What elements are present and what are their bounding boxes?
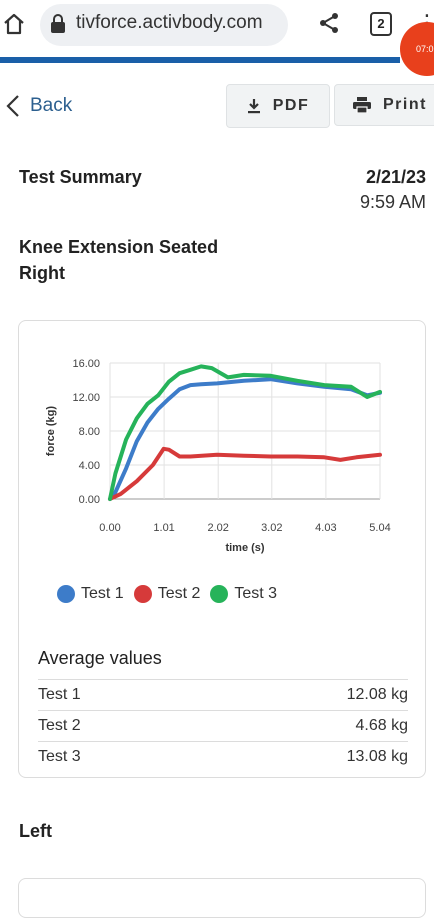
y-axis-label: force (kg): [45, 406, 57, 456]
average-values-title: Average values: [38, 648, 162, 668]
page-loading-bar: [0, 57, 400, 63]
tab-count-button[interactable]: 2: [370, 12, 392, 36]
legend-dot-test-2: [133, 585, 152, 603]
share-icon[interactable]: [318, 12, 340, 34]
back-label: Back: [30, 95, 73, 116]
exercise-name: Knee Extension Seated Right: [19, 234, 259, 286]
recording-indicator: 07:0: [400, 22, 434, 76]
back-button[interactable]: Back: [6, 92, 72, 120]
force-time-chart: 0.00 4.00 8.00 12.00 16.00 0.00 1.01 2.02 3.02 4.…: [45, 358, 391, 554]
y-tick-label: 12.00: [72, 392, 100, 404]
y-tick-label: 4.00: [79, 460, 100, 472]
table-row: Test 2 4.68 kg: [38, 710, 408, 741]
url-text[interactable]: tivforce.activbody.com: [76, 12, 263, 33]
series-line-test-3: [108, 364, 382, 501]
legend-dot-test-3: [210, 585, 229, 603]
address-bar[interactable]: [40, 4, 288, 46]
legend-item-test-3[interactable]: Test 3: [210, 585, 277, 603]
lock-icon: [51, 14, 65, 33]
browser-toolbar: tivforce.activbody.com 2 ⋮ 07:0: [0, 0, 434, 76]
legend-label-test-3: Test 3: [234, 585, 278, 602]
print-label: Print: [383, 96, 427, 113]
x-tick-label: 4.03: [315, 522, 336, 534]
y-tick-label: 16.00: [72, 358, 100, 370]
legend-item-test-2[interactable]: Test 2: [133, 585, 201, 603]
x-tick-label: 5.04: [369, 522, 390, 534]
exercise-line-2: Right: [19, 263, 65, 283]
pdf-button[interactable]: PDF: [226, 84, 330, 128]
test-summary-title: Test Summary: [19, 167, 142, 187]
legend-dot-test-1: [57, 585, 75, 603]
left-results-card: [18, 878, 426, 918]
avg-label: Test 3: [38, 748, 81, 765]
x-tick-label: 1.01: [153, 522, 174, 534]
legend-item-test-1[interactable]: Test 1: [57, 585, 124, 603]
left-section-title: Left: [19, 821, 52, 841]
x-tick-label: 3.02: [261, 522, 282, 534]
avg-value: 4.68 kg: [355, 717, 408, 734]
pdf-label: PDF: [272, 97, 310, 114]
download-icon: [247, 99, 260, 114]
avg-label: Test 2: [38, 717, 81, 734]
legend-label-test-1: Test 1: [81, 585, 124, 602]
table-row: Test 1 12.08 kg: [38, 679, 408, 710]
exercise-line-1: Knee Extension Seated: [19, 237, 219, 257]
x-tick-label: 0.00: [99, 522, 120, 534]
x-tick-label: 2.02: [208, 522, 229, 534]
series-line-test-2: [108, 446, 382, 501]
avg-value: 12.08 kg: [346, 686, 408, 703]
test-date: 2/21/23: [365, 167, 426, 187]
average-values-table: Test 1 12.08 kg Test 2 4.68 kg Test 3 13…: [38, 679, 408, 772]
avg-label: Test 1: [38, 686, 81, 703]
printer-icon: [353, 97, 371, 113]
x-axis-label: time (s): [225, 542, 264, 554]
print-button[interactable]: Print: [334, 84, 434, 126]
y-tick-label: 8.00: [79, 426, 100, 438]
results-card: 0.00 4.00 8.00 12.00 16.00 0.00 1.01 2.02 3.02 4.…: [18, 320, 426, 778]
chart-legend: Test 1 Test 2 Test 3: [57, 585, 287, 603]
test-time: 9:59 AM: [359, 192, 426, 212]
table-row: Test 3 13.08 kg: [38, 741, 408, 772]
chevron-left-icon: [6, 95, 19, 117]
home-icon[interactable]: [2, 12, 26, 36]
legend-label-test-2: Test 2: [157, 585, 201, 602]
avg-value: 13.08 kg: [346, 748, 408, 765]
y-tick-label: 0.00: [79, 494, 100, 506]
